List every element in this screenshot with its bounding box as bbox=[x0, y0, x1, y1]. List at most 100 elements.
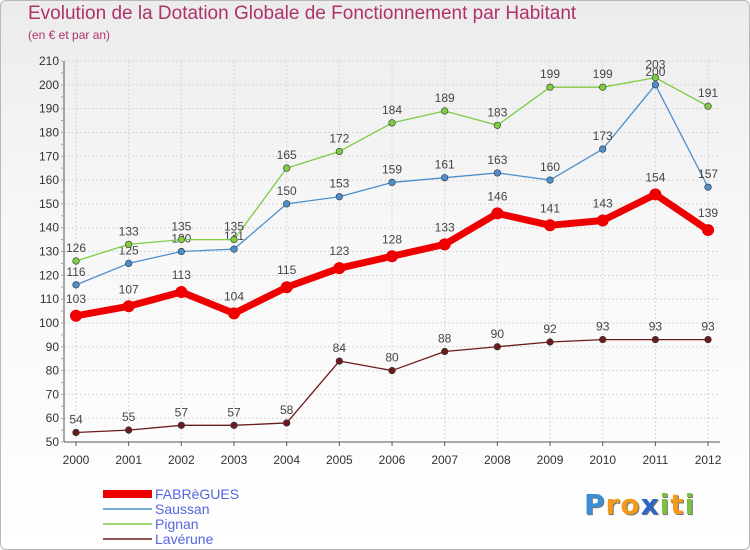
data-point-pignan bbox=[704, 102, 712, 110]
x-tick-label: 2002 bbox=[168, 453, 195, 467]
data-label-saussan: 160 bbox=[540, 160, 560, 174]
data-label-pignan: 133 bbox=[119, 224, 139, 238]
data-label-lavrune: 93 bbox=[649, 320, 663, 334]
data-point-saussan bbox=[546, 176, 554, 184]
data-label-fabrgues: 115 bbox=[277, 263, 296, 277]
data-label-lavrune: 54 bbox=[69, 412, 83, 426]
data-label-fabrgues: 143 bbox=[593, 197, 613, 211]
data-point-lavrune bbox=[230, 421, 238, 429]
data-point-pignan bbox=[335, 147, 343, 156]
y-tick-label: 80 bbox=[46, 364, 60, 378]
data-point-fabrgues bbox=[333, 262, 346, 275]
data-label-pignan: 165 bbox=[277, 148, 297, 162]
data-label-lavrune: 84 bbox=[333, 341, 347, 355]
data-label-saussan: 125 bbox=[119, 243, 139, 257]
data-point-saussan bbox=[493, 169, 501, 177]
data-label-pignan: 189 bbox=[435, 91, 455, 105]
data-point-lavrune bbox=[704, 336, 712, 344]
x-tick-label: 2010 bbox=[589, 453, 616, 467]
data-label-fabrgues: 146 bbox=[487, 189, 507, 203]
data-point-pignan bbox=[546, 83, 554, 91]
data-label-fabrgues: 123 bbox=[329, 244, 349, 258]
y-tick-label: 210 bbox=[39, 54, 59, 68]
data-point-lavrune bbox=[125, 426, 133, 434]
data-label-fabrgues: 113 bbox=[172, 268, 191, 282]
data-point-fabrgues bbox=[438, 238, 451, 251]
y-tick-label: 190 bbox=[39, 102, 59, 116]
data-point-fabrgues bbox=[122, 300, 135, 313]
data-point-saussan bbox=[177, 247, 185, 256]
x-tick-label: 2001 bbox=[115, 453, 142, 467]
data-point-pignan bbox=[72, 257, 80, 265]
x-tick-label: 2008 bbox=[484, 453, 511, 467]
logo-letter: P bbox=[584, 488, 606, 521]
data-point-pignan bbox=[230, 235, 238, 244]
data-label-saussan: 157 bbox=[698, 167, 718, 181]
data-point-lavrune bbox=[546, 338, 554, 346]
logo-letter: t bbox=[670, 488, 685, 521]
series-pignan: 126 133 135 135 165 172 184 189 183 199 199 203 191 bbox=[66, 58, 718, 265]
data-label-lavrune: 57 bbox=[227, 405, 241, 419]
x-tick-label: 2007 bbox=[431, 453, 458, 467]
data-label-lavrune: 90 bbox=[491, 327, 505, 341]
data-label-fabrgues: 128 bbox=[382, 232, 402, 246]
x-tick-label: 2003 bbox=[221, 453, 248, 467]
y-tick-label: 200 bbox=[39, 78, 59, 92]
data-point-saussan bbox=[651, 81, 659, 89]
data-label-saussan: 116 bbox=[66, 265, 85, 279]
data-point-saussan bbox=[125, 259, 133, 268]
data-point-fabrgues bbox=[175, 285, 188, 298]
logo-letter: x bbox=[640, 488, 660, 521]
data-label-fabrgues: 141 bbox=[540, 201, 560, 215]
y-tick-label: 150 bbox=[39, 197, 59, 211]
data-label-lavrune: 55 bbox=[122, 410, 136, 424]
data-point-lavrune bbox=[599, 336, 607, 344]
y-tick-label: 180 bbox=[39, 125, 59, 139]
data-label-saussan: 163 bbox=[487, 153, 507, 167]
data-point-fabrgues bbox=[649, 188, 662, 201]
data-point-pignan bbox=[388, 119, 396, 127]
data-point-lavrune bbox=[388, 366, 396, 375]
data-label-pignan: 191 bbox=[698, 86, 718, 100]
data-label-fabrgues: 107 bbox=[119, 282, 139, 296]
data-label-fabrgues: 103 bbox=[66, 292, 86, 306]
x-tick-label: 2009 bbox=[537, 453, 564, 467]
series-fabrgues: 103 107 113 104 115 123 128 133 146 141 143 154 139 bbox=[66, 170, 718, 322]
data-point-fabrgues bbox=[70, 309, 82, 322]
series-lavrune: 54 55 57 57 58 84 80 88 90 92 93 93 93 bbox=[69, 320, 715, 437]
data-label-pignan: 135 bbox=[224, 220, 244, 234]
chart-title: Evolution de la Dotation Globale de Fonc… bbox=[28, 3, 577, 24]
data-point-lavrune bbox=[177, 421, 185, 429]
logo-letter: i bbox=[659, 488, 671, 521]
data-point-pignan bbox=[283, 164, 291, 172]
legend-label-pignan: Pignan bbox=[155, 516, 199, 532]
y-tick-label: 90 bbox=[46, 340, 60, 354]
data-point-fabrgues bbox=[228, 307, 241, 320]
data-label-pignan: 135 bbox=[171, 220, 191, 234]
y-tick-label: 50 bbox=[46, 435, 60, 449]
data-point-lavrune bbox=[283, 419, 291, 427]
x-tick-label: 2005 bbox=[326, 453, 353, 467]
data-point-saussan bbox=[441, 174, 449, 182]
data-label-pignan: 183 bbox=[487, 105, 507, 119]
axes: 50 60 70 80 90 100 110 120 130 140 150 160 170 180 190… bbox=[39, 54, 722, 467]
data-point-pignan bbox=[651, 74, 659, 82]
data-point-saussan bbox=[283, 200, 291, 208]
data-label-lavrune: 88 bbox=[438, 332, 452, 346]
x-tick-label: 2012 bbox=[695, 453, 722, 467]
y-tick-label: 140 bbox=[39, 221, 59, 235]
legend-label-saussan: Saussan bbox=[155, 501, 209, 517]
data-point-lavrune bbox=[493, 343, 501, 351]
data-point-fabrgues bbox=[596, 214, 609, 227]
data-label-fabrgues: 154 bbox=[645, 170, 665, 184]
y-tick-label: 120 bbox=[39, 268, 59, 282]
logo-letter: i bbox=[684, 488, 696, 521]
data-point-lavrune bbox=[651, 336, 659, 344]
data-point-saussan bbox=[704, 183, 712, 191]
y-tick-label: 60 bbox=[46, 411, 60, 425]
chart-subtitle: (en € et par an) bbox=[28, 28, 111, 42]
data-label-pignan: 199 bbox=[593, 67, 613, 81]
data-point-pignan bbox=[125, 240, 133, 248]
y-tick-label: 130 bbox=[39, 245, 59, 259]
